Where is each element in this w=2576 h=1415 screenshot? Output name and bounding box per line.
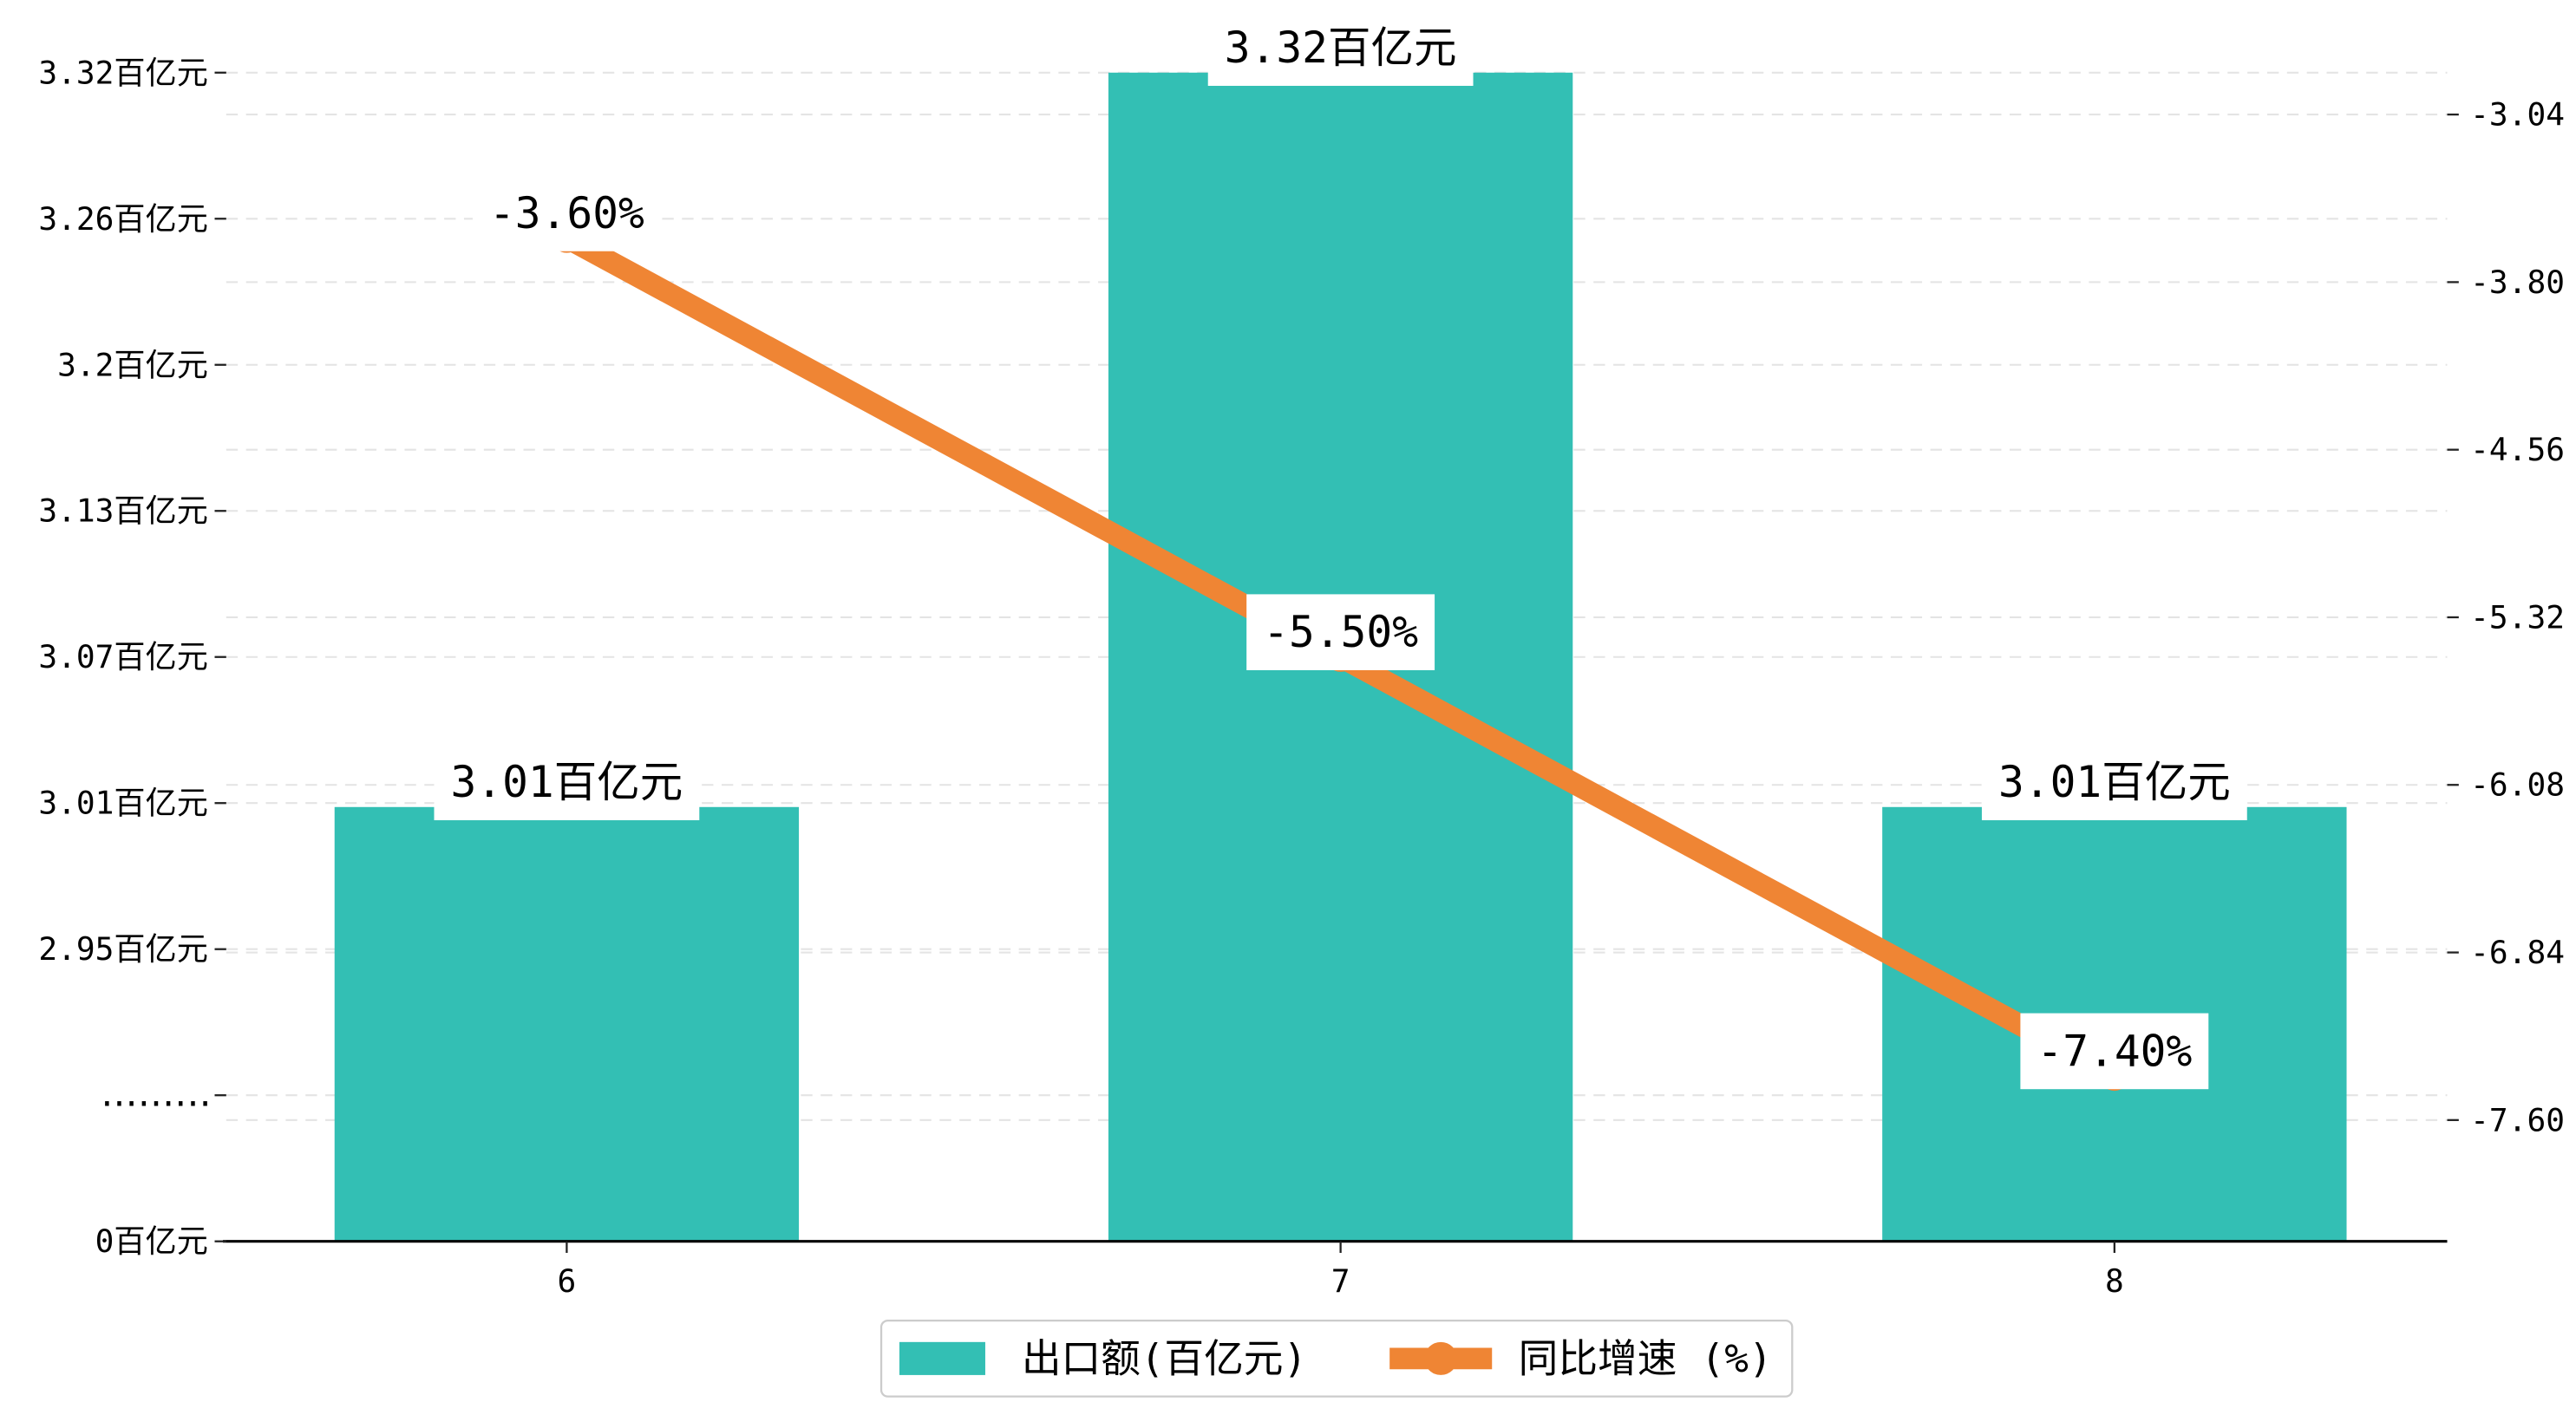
growth-value-label: -5.50% [1246, 594, 1435, 670]
growth-value-label-box [2020, 1013, 2209, 1090]
x-tick-label: 8 [2105, 1262, 2124, 1300]
y-left-tick-label: 3.26百亿元 [38, 200, 208, 238]
y-left-tick-label: 3.07百亿元 [38, 638, 208, 675]
x-tick-label: 6 [558, 1262, 577, 1300]
bar-value-label-text: 3.01百亿元 [451, 757, 683, 807]
growth-value-label: -7.40% [2020, 1013, 2209, 1090]
growth-value-label-box [472, 175, 661, 251]
y-left-tick-label: 3.01百亿元 [38, 785, 208, 822]
y-right-tick-label: -4.56 [2470, 431, 2565, 468]
bar-value-label: 3.32百亿元 [1207, 10, 1474, 87]
bar-month-6 [334, 806, 800, 1242]
bar-value-label: 3.01百亿元 [434, 744, 700, 821]
y-right-tick-label: -7.60 [2470, 1101, 2565, 1138]
growth-value-label: -3.60% [472, 175, 661, 251]
y-right-tick-label: -3.80 [2470, 264, 2565, 301]
legend-line-label: 同比增速 (%) [1519, 1335, 1773, 1381]
y-left-tick-label: 0百亿元 [95, 1223, 208, 1260]
y-left-axis-break-label: ......... [98, 1077, 208, 1114]
legend-line-marker [1424, 1341, 1458, 1375]
y-right-tick-label: -3.04 [2470, 96, 2565, 134]
legend-frame [879, 1319, 1794, 1398]
legend-bar-label: 出口额(百亿元) [1022, 1335, 1307, 1381]
y-left-tick-label: 3.13百亿元 [38, 492, 208, 530]
x-tick-label: 7 [1331, 1262, 1350, 1300]
axes: 0百亿元......... 2.95百亿元 3.01百亿元 3.07百亿元 3.13百亿… [38, 54, 2565, 1300]
growth-value-label-text: -3.60% [489, 188, 644, 238]
growth-value-label-text: -5.50% [1263, 607, 1418, 657]
bar-value-label-box [434, 744, 700, 821]
bar-value-label-box [1981, 744, 2247, 821]
y-left-tick-label: 3.32百亿元 [38, 54, 208, 91]
y-right-tick-label: -6.08 [2470, 766, 2565, 804]
data-labels: 3.01百亿元 3.32百亿元 3.01百亿元 -3.60% -5.50% -7.40% [434, 10, 2247, 1090]
y-right-tick-label: -6.84 [2470, 934, 2565, 971]
legend: 出口额(百亿元) 同比增速 (%) [879, 1319, 1794, 1398]
growth-value-label-text: -7.40% [2037, 1026, 2192, 1076]
y-left-tick-label: 3.2百亿元 [57, 346, 208, 383]
growth-value-label-box [1246, 594, 1435, 670]
bar-value-label: 3.01百亿元 [1981, 744, 2247, 821]
y-left-tick-label: 2.95百亿元 [38, 930, 208, 968]
y-right-tick-label: -5.32 [2470, 598, 2565, 636]
bar-value-label-box [1207, 10, 1474, 87]
bar-value-label-text: 3.32百亿元 [1225, 23, 1457, 73]
bar-value-label-text: 3.01百亿元 [1998, 757, 2231, 807]
legend-bar-swatch [899, 1341, 985, 1375]
